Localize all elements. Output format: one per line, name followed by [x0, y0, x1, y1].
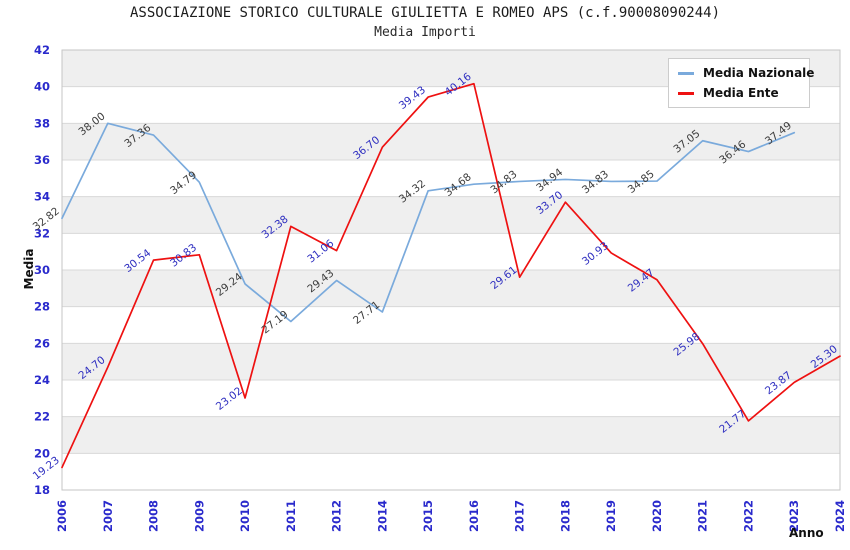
series-line-media-ente — [61, 82, 841, 469]
plot-band — [62, 196, 840, 234]
y-tick-label: 34 — [34, 190, 50, 204]
y-tick-label: 18 — [34, 483, 50, 497]
chart-subtitle: Media Importi — [374, 25, 476, 40]
x-tick-label: 2006 — [55, 500, 69, 532]
series-line-media-nazionale — [61, 122, 796, 323]
line-dash-icon — [678, 91, 694, 95]
plot-band — [62, 343, 840, 380]
line-dash-icon — [678, 71, 694, 75]
data-label: 39.43 — [397, 84, 428, 112]
y-tick-label: 42 — [34, 43, 50, 57]
x-tick-label: 2021 — [696, 500, 710, 532]
data-label: 34.83 — [580, 168, 611, 196]
plot-border — [61, 49, 841, 491]
x-tick-label: 2010 — [238, 500, 252, 532]
legend-item-media-ente: Media Ente — [678, 86, 800, 100]
y-tick-label: 28 — [34, 300, 50, 314]
y-tick-label: 32 — [34, 226, 50, 240]
legend: Media Nazionale Media Ente — [668, 58, 814, 108]
x-tick-label: 2019 — [604, 500, 618, 532]
y-tick-label: 40 — [34, 80, 50, 94]
y-tick-label: 30 — [34, 263, 50, 277]
legend-label-media-ente: Media Ente — [703, 86, 779, 100]
chart-title: ASSOCIAZIONE STORICO CULTURALE GIULIETTA… — [129, 5, 720, 21]
y-tick-label: 26 — [34, 336, 50, 350]
data-label: 23.02 — [214, 385, 245, 413]
y-axis-title: Media — [22, 248, 36, 290]
data-label: 34.79 — [168, 169, 199, 197]
y-tick-label: 24 — [34, 373, 50, 387]
x-tick-label: 2009 — [192, 500, 206, 532]
x-tick-label: 2011 — [284, 500, 298, 532]
x-axis-title: Anno — [789, 526, 824, 540]
x-tick-label: 2024 — [833, 500, 847, 532]
y-tick-label: 36 — [34, 153, 50, 167]
data-label: 27.19 — [260, 308, 291, 336]
x-tick-label: 2017 — [513, 500, 527, 532]
x-tick-label: 2012 — [330, 500, 344, 532]
x-tick-label: 2022 — [741, 500, 755, 532]
plot-band — [62, 416, 840, 454]
x-tick-label: 2015 — [421, 500, 435, 532]
y-tick-label: 20 — [34, 446, 50, 460]
data-label: 34.85 — [626, 168, 657, 196]
plot-band — [62, 270, 840, 307]
data-label: 30.93 — [580, 240, 611, 268]
x-tick-label: 2018 — [558, 500, 572, 532]
x-tick-label: 2007 — [101, 500, 115, 532]
plot-band — [62, 123, 840, 160]
x-tick-label: 2008 — [147, 500, 161, 532]
x-tick-label: 2023 — [787, 500, 801, 532]
y-tick-label: 22 — [34, 410, 50, 424]
x-tick-label: 2014 — [375, 500, 389, 532]
legend-label-media-nazionale: Media Nazionale — [703, 66, 815, 80]
x-tick-label: 2016 — [467, 500, 481, 532]
legend-item-media-nazionale: Media Nazionale — [678, 66, 814, 80]
x-tick-label: 2020 — [650, 500, 664, 532]
y-tick-label: 38 — [34, 116, 50, 130]
